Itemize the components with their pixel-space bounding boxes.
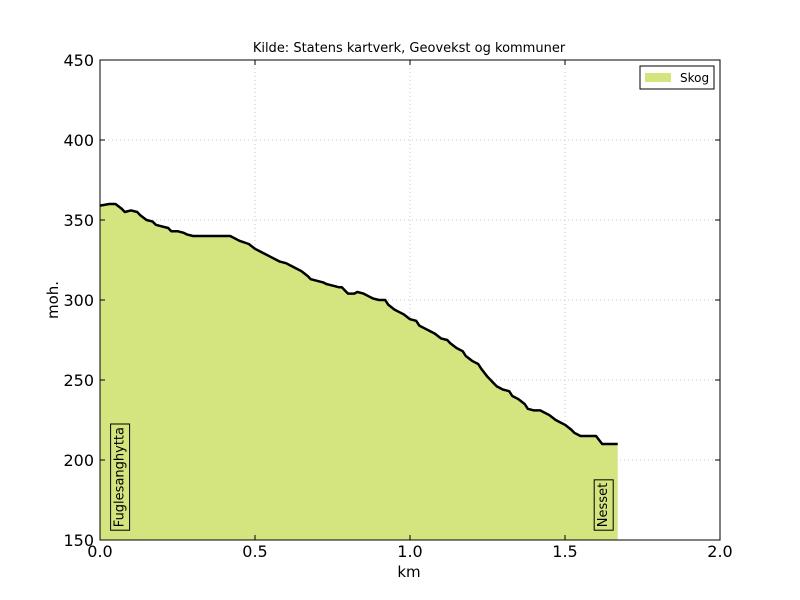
- y-tick-label: 200: [63, 451, 94, 470]
- legend-swatch-skog: [645, 73, 671, 82]
- y-tick-label: 250: [63, 371, 94, 390]
- x-tick-label: 0.0: [87, 542, 112, 561]
- x-tick-label: 1.5: [552, 542, 577, 561]
- y-tick-label: 300: [63, 291, 94, 310]
- y-tick-label: 350: [63, 211, 94, 230]
- place-label: Fuglesanghytta: [113, 427, 128, 527]
- place-label: Nesset: [596, 483, 611, 527]
- x-tick-label: 2.0: [707, 542, 732, 561]
- series-line-elevation: [99, 202, 618, 446]
- legend-box: [639, 65, 715, 90]
- series-area-skog: [100, 204, 618, 540]
- legend-label-skog: Skog: [680, 71, 709, 85]
- place-annotation: Nesset: [593, 479, 614, 531]
- data-layer: [99, 202, 618, 540]
- place-annotations: Fuglesanghytta Nesset: [110, 423, 614, 531]
- x-axis-title: km: [397, 563, 420, 581]
- y-tick-label: 150: [63, 531, 94, 550]
- legend: Skog: [639, 65, 715, 90]
- y-tick-label: 400: [63, 131, 94, 150]
- place-label-box: [593, 479, 614, 531]
- y-tick-label: 450: [63, 51, 94, 70]
- y-axis-title: moh.: [44, 281, 62, 319]
- place-annotation: Fuglesanghytta: [110, 423, 131, 531]
- chart-title: Kilde: Statens kartverk, Geovekst og kom…: [253, 41, 566, 56]
- x-tick-label: 1.0: [397, 542, 422, 561]
- place-label-box: [110, 423, 131, 531]
- ticks: 0.0 0.5 1.0 1.5 2.0 150 200 250 300 350 400 450: [63, 51, 732, 561]
- x-tick-label: 0.5: [242, 542, 267, 561]
